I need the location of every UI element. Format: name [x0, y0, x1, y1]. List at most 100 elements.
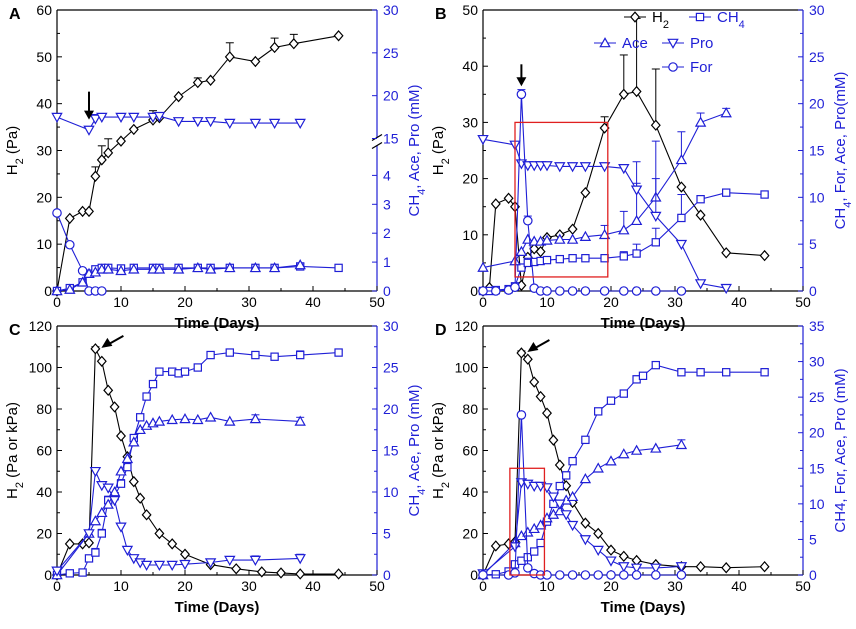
x-tick-label: 10	[113, 294, 129, 310]
data-point-for	[522, 215, 533, 226]
data-point-ch4	[136, 413, 145, 422]
y-tick-label: 20	[462, 526, 478, 542]
data-point-ace	[249, 261, 262, 273]
x-tick-label: 40	[305, 294, 321, 310]
data-point-pro	[249, 555, 262, 566]
data-point-pro	[128, 112, 140, 124]
data-point-for	[478, 570, 488, 580]
annotation-arrow-head	[516, 77, 527, 87]
data-point-ch4	[651, 360, 661, 370]
data-point-for	[65, 239, 75, 250]
y-tick-label: 60	[462, 443, 478, 459]
data-point-ch4	[638, 371, 648, 381]
axis-break-mark	[371, 141, 383, 150]
data-point-ch4	[632, 249, 641, 258]
data-point-pro	[268, 118, 281, 130]
data-point-ch4	[677, 213, 686, 223]
data-point-ace	[630, 214, 643, 226]
y-tick-label: 40	[462, 484, 478, 500]
x-tick-label: 10	[539, 578, 555, 594]
y-tick-label: 10	[462, 227, 478, 243]
y-tick-label: 60	[36, 443, 52, 459]
y2-tick-label: 15	[809, 460, 825, 476]
data-point-ch4	[91, 548, 100, 557]
x-tick-label: 30	[241, 578, 257, 594]
y2-tick-label: 4	[383, 167, 391, 183]
data-point-ace	[566, 233, 579, 244]
data-point-pro	[204, 558, 217, 569]
data-point-pro	[541, 483, 553, 494]
data-point-for	[676, 286, 687, 296]
data-point-pro	[102, 483, 114, 494]
y-tick-label: 0	[44, 283, 52, 299]
series-h2	[52, 343, 344, 581]
data-point-h2	[522, 353, 533, 365]
data-point-ch4	[296, 350, 305, 360]
data-point-ace	[579, 473, 592, 484]
y-axis-label-right: CH4, Ace, Pro (mM)	[406, 85, 428, 217]
y-axis-label-right: CH4, For, Ace, Pro (mM)	[832, 368, 849, 532]
data-point-h2	[135, 492, 146, 504]
x-axis-label: Time (Days)	[601, 315, 686, 332]
data-point-ch4	[97, 529, 106, 538]
data-point-ace	[554, 233, 566, 244]
annotations	[101, 334, 124, 348]
data-point-h2	[269, 41, 280, 54]
data-point-h2	[288, 38, 299, 50]
legend-marker-h2	[630, 11, 640, 23]
data-point-h2	[554, 459, 565, 471]
data-point-pro	[554, 499, 566, 510]
data-point-ace	[153, 415, 166, 426]
data-point-for	[554, 286, 565, 296]
legend-label: For	[690, 59, 713, 76]
y2-tick-label: 30	[809, 2, 825, 18]
y-tick-label: 30	[36, 143, 52, 159]
data-point-ace	[249, 413, 262, 424]
highlight-box	[514, 121, 609, 278]
data-point-for	[52, 208, 62, 218]
y2-tick-label: 1	[383, 254, 391, 270]
data-point-ch4	[180, 367, 190, 376]
y-tick-label: 0	[44, 567, 52, 583]
y-tick-label: 0	[470, 567, 478, 583]
data-point-pro	[140, 560, 153, 571]
data-point-ch4	[529, 547, 539, 556]
data-point-ace	[204, 411, 217, 422]
data-point-ace	[89, 515, 102, 526]
data-point-ace	[477, 261, 489, 272]
data-point-pro	[650, 563, 662, 574]
data-point-pro	[509, 542, 521, 553]
data-point-pro	[83, 529, 95, 540]
legend-marker-ace	[599, 37, 611, 48]
y-tick-label: 120	[455, 318, 479, 334]
x-tick-label: 30	[241, 294, 257, 310]
data-point-pro	[153, 560, 166, 571]
data-point-for	[554, 570, 565, 580]
data-point-h2	[535, 245, 546, 258]
data-point-ch4	[536, 538, 545, 548]
data-point-ch4	[148, 379, 158, 389]
data-point-pro	[294, 118, 306, 130]
annotation-arrow-head	[527, 341, 539, 352]
data-point-h2	[103, 147, 114, 159]
y-tick-label: 120	[29, 318, 53, 334]
data-point-h2	[631, 85, 642, 98]
x-tick-label: 50	[795, 294, 811, 310]
y2-tick-label: 5	[809, 236, 817, 252]
data-point-ace	[115, 465, 127, 476]
x-tick-label: 0	[53, 578, 61, 594]
data-point-ch4	[491, 570, 501, 579]
data-point-ch4	[555, 481, 565, 491]
data-point-h2	[84, 537, 94, 549]
series-line-pro	[482, 481, 682, 575]
data-point-for	[580, 570, 591, 580]
annotations	[509, 339, 550, 576]
x-tick-label: 40	[731, 578, 747, 594]
series-pro	[51, 466, 306, 577]
data-point-for	[510, 568, 520, 578]
y2-tick-label: 10	[383, 484, 399, 500]
data-point-h2	[650, 119, 661, 131]
data-point-for	[606, 570, 616, 580]
data-point-h2	[759, 249, 770, 262]
